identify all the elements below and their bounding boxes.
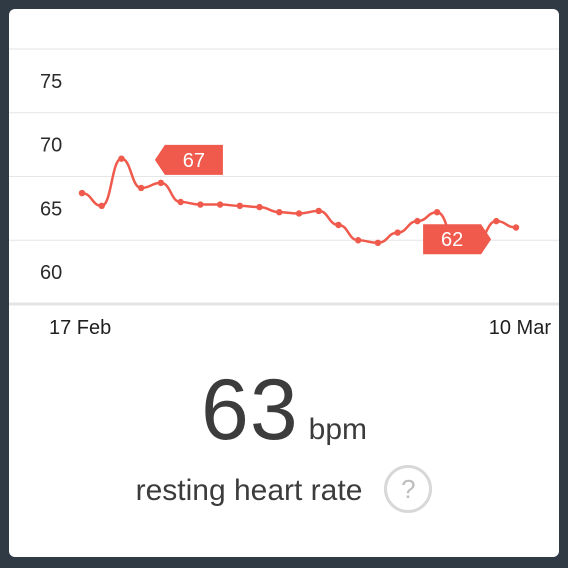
data-point	[137, 184, 145, 192]
resting-heart-rate-card: 75 70 65 60 67 62 17 Feb 10 Mar 63 bpm resting…	[9, 9, 559, 557]
data-point	[276, 209, 283, 216]
y-tick-label: 60	[40, 262, 62, 284]
data-point	[335, 221, 342, 229]
data-point	[394, 229, 401, 236]
data-point	[216, 201, 224, 208]
heart-rate-value: 63	[200, 362, 299, 458]
data-point	[374, 239, 382, 246]
current-heart-rate: 63 bpm	[9, 361, 559, 460]
data-point	[315, 207, 322, 215]
data-point	[493, 217, 500, 225]
data-point	[177, 198, 184, 206]
data-point	[197, 201, 204, 208]
y-tick-label: 65	[40, 198, 62, 220]
data-point	[433, 209, 441, 216]
data-point	[354, 237, 362, 244]
callout-label: 67	[183, 150, 205, 172]
heart-rate-unit: bpm	[308, 413, 368, 446]
callout-tag	[423, 224, 492, 255]
help-icon-glyph: ?	[401, 474, 416, 504]
data-point	[98, 202, 105, 210]
metric-label-row: resting heart rate?	[9, 465, 559, 513]
data-point	[295, 210, 303, 217]
x-axis-end-label: 10 Mar	[488, 317, 551, 339]
data-point	[236, 202, 244, 210]
data-point	[256, 203, 263, 211]
heart-rate-chart: 75 70 65 60 67 62	[9, 48, 559, 306]
y-tick-label: 70	[40, 135, 62, 157]
data-point	[118, 155, 125, 162]
data-point	[78, 189, 86, 197]
x-axis-start-label: 17 Feb	[49, 317, 112, 339]
metric-label: resting heart rate	[135, 473, 363, 507]
y-tick-label: 75	[40, 71, 62, 93]
data-point	[157, 179, 165, 187]
data-point	[512, 224, 520, 231]
help-icon[interactable]: ?	[384, 465, 433, 513]
data-point	[414, 217, 421, 225]
callout-tag	[154, 144, 223, 175]
callout-label: 62	[441, 229, 463, 251]
